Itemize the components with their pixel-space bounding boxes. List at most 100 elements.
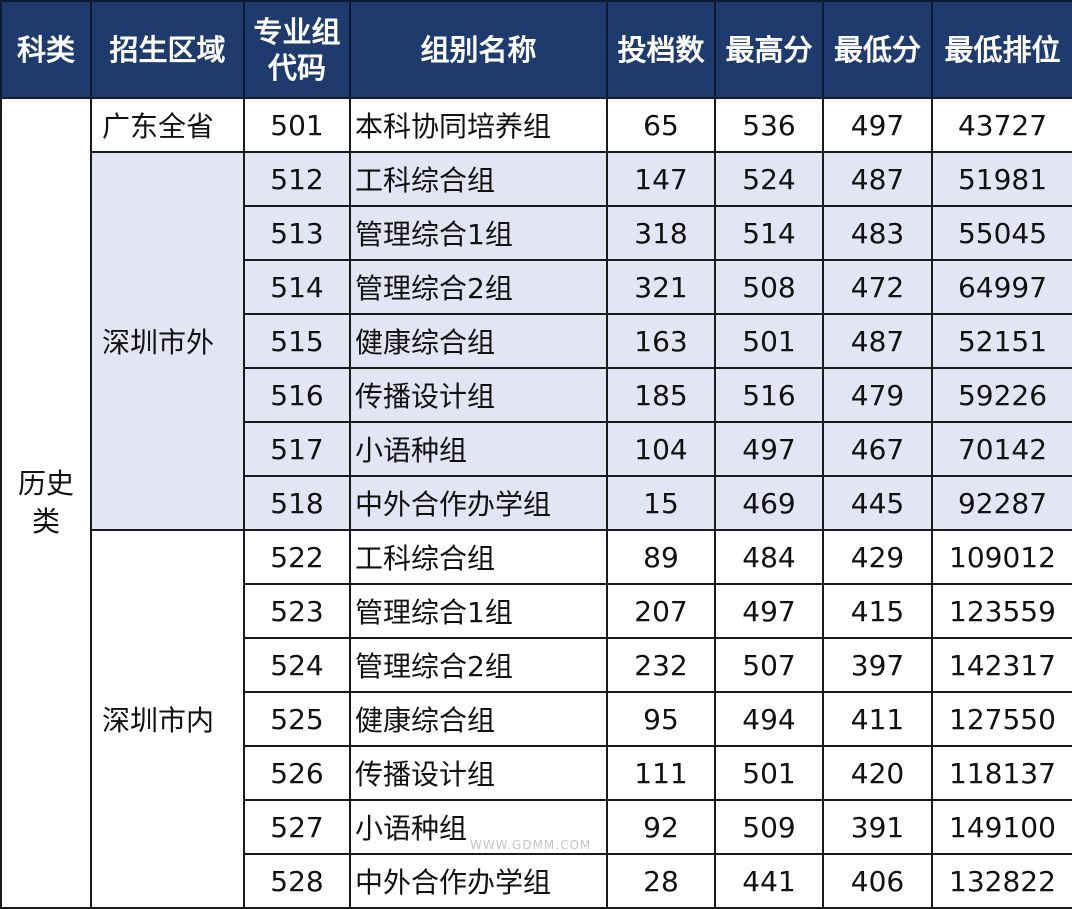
group-code: 517 [243, 421, 351, 477]
max-score-cell: 469 [714, 475, 824, 531]
max-score-cell: 494 [714, 691, 824, 747]
min-score-cell: 415 [822, 583, 933, 639]
group-code: 514 [243, 259, 351, 315]
count-cell: 321 [606, 259, 716, 315]
min-rank-cell: 118137 [931, 745, 1072, 801]
max-score-cell: 507 [714, 637, 824, 693]
count-cell: 232 [606, 637, 716, 693]
group-code: 527 [243, 799, 351, 855]
max-score-cell: 497 [714, 421, 824, 477]
min-rank-cell: 70142 [931, 421, 1072, 477]
min-rank-cell: 51981 [931, 151, 1072, 207]
max-score-cell: 516 [714, 367, 824, 423]
group-name: 管理综合2组 [349, 637, 608, 693]
region-cell: 广东全省 [90, 97, 245, 153]
min-score-cell: 391 [822, 799, 933, 855]
max-score-cell: 501 [714, 745, 824, 801]
group-code: 516 [243, 367, 351, 423]
group-name: 管理综合1组 [349, 583, 608, 639]
group-name: 中外合作办学组 [349, 853, 608, 909]
group-name: 健康综合组 [349, 313, 608, 369]
table-row: 513 管理综合1组 318 514 483 55045 [1, 205, 1072, 261]
min-rank-cell: 92287 [931, 475, 1072, 531]
min-rank-cell: 132822 [931, 853, 1072, 909]
min-rank-cell: 52151 [931, 313, 1072, 369]
group-name: 小语种组 [349, 799, 608, 855]
group-code: 518 [243, 475, 351, 531]
min-score-cell: 483 [822, 205, 933, 261]
group-code: 513 [243, 205, 351, 261]
min-score-cell: 445 [822, 475, 933, 531]
group-code: 515 [243, 313, 351, 369]
header-subject: 科类 [0, 0, 92, 99]
count-cell: 163 [606, 313, 716, 369]
header-region: 招生区域 [90, 0, 245, 99]
min-score-cell: 406 [822, 853, 933, 909]
count-cell: 15 [606, 475, 716, 531]
header-max-score: 最高分 [714, 0, 824, 99]
min-rank-cell: 142317 [931, 637, 1072, 693]
header-group-name: 组别名称 [349, 0, 608, 99]
max-score-cell: 484 [714, 529, 824, 585]
min-score-cell: 487 [822, 151, 933, 207]
group-code: 522 [243, 529, 351, 585]
count-cell: 207 [606, 583, 716, 639]
group-name: 本科协同培养组 [349, 97, 608, 153]
group-name: 工科综合组 [349, 529, 608, 585]
group-name: 传播设计组 [349, 367, 608, 423]
group-name: 管理综合2组 [349, 259, 608, 315]
min-rank-cell: 127550 [931, 691, 1072, 747]
min-rank-cell: 109012 [931, 529, 1072, 585]
min-score-cell: 487 [822, 313, 933, 369]
min-score-cell: 479 [822, 367, 933, 423]
table-row: 深圳市外 512 工科综合组 147 524 487 51981 [1, 151, 1072, 531]
table-row: 516 传播设计组 185 516 479 59226 [1, 367, 1072, 423]
max-score-cell: 441 [714, 853, 824, 909]
count-cell: 28 [606, 853, 716, 909]
max-score-cell: 497 [714, 583, 824, 639]
region-cell: 深圳市内 [90, 529, 245, 909]
max-score-cell: 501 [714, 313, 824, 369]
count-cell: 147 [606, 151, 716, 207]
count-cell: 104 [606, 421, 716, 477]
group-name: 管理综合1组 [349, 205, 608, 261]
count-cell: 111 [606, 745, 716, 801]
header-count: 投档数 [606, 0, 716, 99]
table-row: 517 小语种组 104 497 467 70142 [1, 421, 1072, 477]
header-min-score: 最低分 [822, 0, 933, 99]
min-rank-cell: 149100 [931, 799, 1072, 855]
min-score-cell: 467 [822, 421, 933, 477]
table-row: 518 中外合作办学组 15 469 445 92287 [1, 475, 1072, 531]
group-name: 传播设计组 [349, 745, 608, 801]
min-score-cell: 429 [822, 529, 933, 585]
subject-cell: 历史类 [0, 97, 92, 909]
table-body: 历史类 广东全省 501 本科协同培养组 65 536 497 43727 深圳… [0, 97, 1072, 909]
table-row: 514 管理综合2组 321 508 472 64997 [1, 259, 1072, 315]
min-score-cell: 420 [822, 745, 933, 801]
table-row: 527 小语种组 92 509 391 149100 [1, 799, 1072, 855]
count-cell: 318 [606, 205, 716, 261]
group-code: 524 [243, 637, 351, 693]
max-score-cell: 514 [714, 205, 824, 261]
count-cell: 92 [606, 799, 716, 855]
count-cell: 65 [606, 97, 716, 153]
min-score-cell: 411 [822, 691, 933, 747]
group-code: 526 [243, 745, 351, 801]
min-score-cell: 472 [822, 259, 933, 315]
min-score-cell: 497 [822, 97, 933, 153]
table-row: 526 传播设计组 111 501 420 118137 [1, 745, 1072, 801]
group-name: 健康综合组 [349, 691, 608, 747]
header-min-rank: 最低排位 [931, 0, 1072, 99]
max-score-cell: 524 [714, 151, 824, 207]
header-group-code: 专业组代码 [243, 0, 351, 99]
table-row: 515 健康综合组 163 501 487 52151 [1, 313, 1072, 369]
min-rank-cell: 43727 [931, 97, 1072, 153]
min-rank-cell: 59226 [931, 367, 1072, 423]
max-score-cell: 508 [714, 259, 824, 315]
group-name: 小语种组 [349, 421, 608, 477]
max-score-cell: 509 [714, 799, 824, 855]
group-name: 工科综合组 [349, 151, 608, 207]
count-cell: 89 [606, 529, 716, 585]
table-row: 深圳市内 522 工科综合组 89 484 429 109012 [1, 529, 1072, 909]
